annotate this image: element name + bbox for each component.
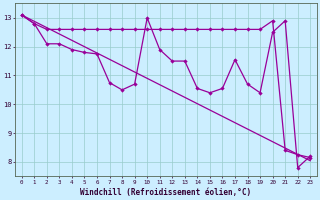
X-axis label: Windchill (Refroidissement éolien,°C): Windchill (Refroidissement éolien,°C): [80, 188, 252, 197]
